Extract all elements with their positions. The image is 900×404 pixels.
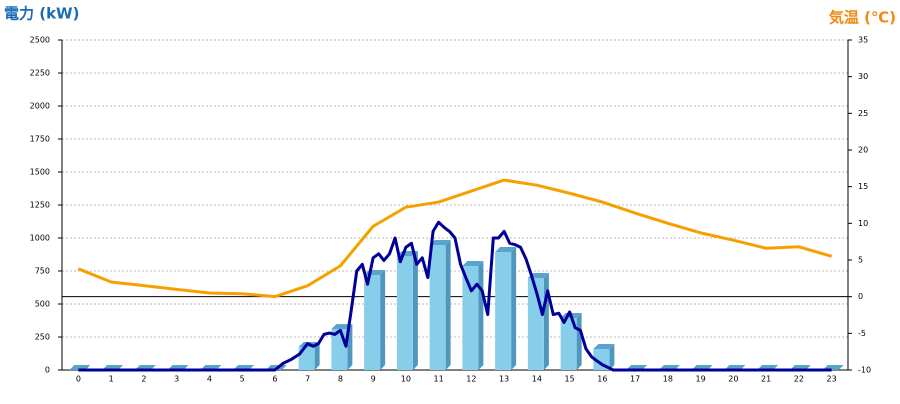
x-tick-label: 14 — [532, 375, 542, 384]
bar-side — [576, 312, 582, 370]
y-tick-label: 500 — [35, 300, 50, 309]
y2-tick-label: 20 — [858, 146, 868, 155]
bar-side — [609, 344, 615, 370]
y-tick-label: 1500 — [30, 168, 50, 177]
bar — [495, 251, 512, 370]
x-tick-label: 12 — [466, 375, 476, 384]
y-tick-label: 1000 — [30, 234, 50, 243]
y2-tick-label: 25 — [858, 109, 868, 118]
bar-side — [380, 269, 386, 370]
x-tick-label: 3 — [174, 375, 179, 384]
x-tick-label: 5 — [240, 375, 245, 384]
bar — [364, 274, 381, 370]
bar — [462, 265, 479, 370]
y2-axis-title: 気温 (℃) — [829, 9, 896, 27]
y-tick-label: 2250 — [30, 69, 50, 78]
x-tick-label: 4 — [207, 375, 212, 384]
bar — [396, 255, 413, 370]
y-tick-label: 2500 — [30, 36, 50, 45]
bar — [560, 317, 577, 370]
y2-tick-label: -10 — [858, 366, 871, 375]
bar-top — [462, 260, 484, 266]
x-tick-label: 6 — [272, 375, 277, 384]
y2-tick-label: 35 — [858, 36, 868, 45]
x-tick-label: 19 — [696, 375, 706, 384]
x-tick-label: 21 — [761, 375, 771, 384]
y-tick-label: 1750 — [30, 135, 50, 144]
bar-top — [429, 239, 451, 245]
x-tick-label: 1 — [109, 375, 114, 384]
y2-tick-label: 30 — [858, 72, 868, 81]
y-tick-label: 1250 — [30, 201, 50, 210]
line — [78, 220, 832, 372]
bar — [429, 244, 446, 370]
x-tick-label: 13 — [499, 375, 509, 384]
bar-top — [331, 324, 353, 330]
bar-side — [445, 239, 451, 370]
bar-side — [314, 342, 320, 370]
bar-side — [543, 272, 549, 370]
bar-top — [593, 344, 615, 350]
y-tick-label: 2000 — [30, 102, 50, 111]
y2-tick-label: 5 — [858, 256, 863, 265]
y2-tick-label: 15 — [858, 182, 868, 191]
y-tick-label: 750 — [35, 267, 50, 276]
x-tick-label: 18 — [663, 375, 673, 384]
y2-tick-label: -5 — [858, 329, 866, 338]
y-tick-label: 250 — [35, 333, 50, 342]
bar-top — [495, 246, 517, 252]
line — [77, 178, 833, 299]
x-tick-label: 20 — [728, 375, 738, 384]
x-tick-label: 0 — [76, 375, 81, 384]
x-tick-label: 22 — [794, 375, 804, 384]
y-axis-title: 電力 (kW) — [4, 5, 79, 23]
bar-side — [511, 246, 517, 370]
y2-tick-label: 0 — [858, 292, 863, 301]
bar-side — [412, 250, 418, 370]
x-tick-label: 11 — [434, 375, 444, 384]
x-tick-label: 15 — [565, 375, 575, 384]
x-tick-label: 7 — [305, 375, 310, 384]
x-tick-label: 16 — [597, 375, 607, 384]
x-tick-label: 2 — [141, 375, 146, 384]
x-tick-label: 23 — [827, 375, 837, 384]
bar-side — [478, 260, 484, 370]
x-tick-label: 17 — [630, 375, 640, 384]
y-tick-label: 0 — [45, 366, 50, 375]
y2-tick-label: 10 — [858, 219, 868, 228]
x-tick-label: 9 — [371, 375, 376, 384]
bar — [298, 347, 315, 370]
x-tick-label: 8 — [338, 375, 343, 384]
x-tick-label: 10 — [401, 375, 411, 384]
